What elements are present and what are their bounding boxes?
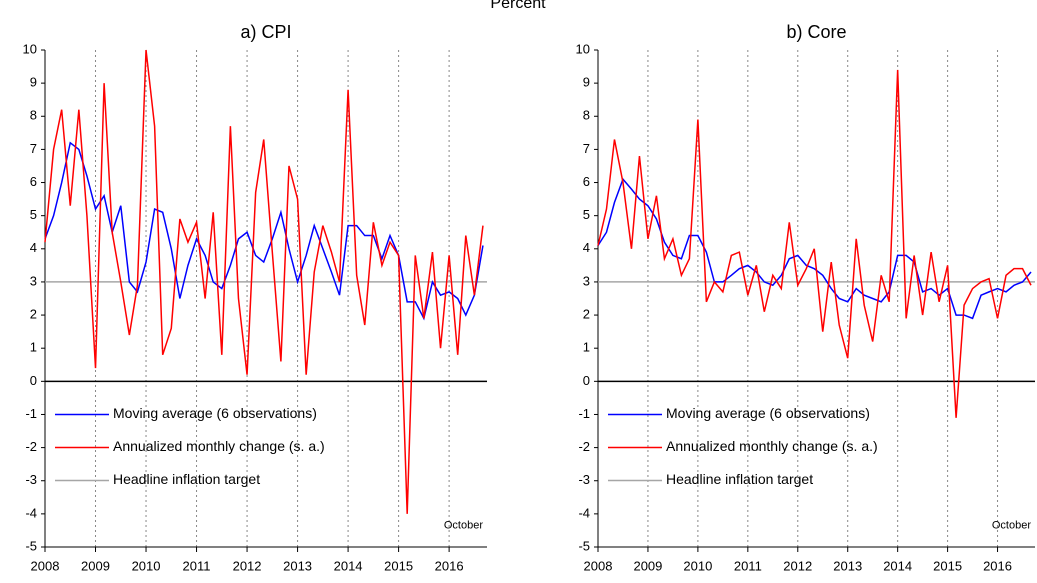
figure-title: Percent [490, 0, 546, 12]
y-tick-label: 10 [23, 41, 37, 56]
x-tick-label: 2013 [283, 558, 312, 573]
legend-label: Moving average (6 observations) [113, 405, 317, 421]
y-tick-label: 4 [583, 240, 590, 255]
x-tick-label: 2011 [734, 558, 762, 573]
y-tick-label: -3 [578, 472, 590, 487]
annotation: October [444, 519, 483, 531]
chart-title: b) Core [786, 22, 846, 42]
series-line [44, 49, 484, 514]
x-tick-label: 2011 [183, 558, 211, 573]
y-tick-label: 5 [583, 207, 590, 222]
y-tick-label: 8 [583, 108, 590, 123]
legend-label: Headline inflation target [113, 471, 260, 487]
y-tick-label: 4 [30, 240, 37, 255]
series-line [597, 177, 1032, 320]
x-tick-label: 2012 [233, 558, 262, 573]
y-tick-label: 3 [583, 273, 590, 288]
y-tick-label: 6 [583, 174, 590, 189]
y-tick-label: 1 [583, 340, 590, 355]
legend-label: Moving average (6 observations) [666, 405, 870, 421]
y-tick-label: 7 [583, 141, 590, 156]
x-tick-label: 2014 [883, 558, 912, 573]
series-line [597, 69, 1032, 418]
legend-label: Headline inflation target [666, 471, 813, 487]
x-tick-label: 2016 [983, 558, 1012, 573]
y-tick-label: 7 [30, 141, 37, 156]
y-tick-label: 10 [576, 41, 590, 56]
annotation: October [992, 519, 1031, 531]
y-tick-label: -4 [25, 505, 37, 520]
x-tick-label: 2015 [384, 558, 413, 573]
y-tick-label: -2 [25, 439, 37, 454]
x-tick-label: 2009 [633, 558, 662, 573]
x-tick-label: 2010 [683, 558, 712, 573]
x-tick-label: 2013 [833, 558, 862, 573]
x-tick-label: 2009 [81, 558, 110, 573]
x-tick-label: 2010 [132, 558, 161, 573]
y-tick-label: 2 [30, 307, 37, 322]
y-tick-label: 0 [583, 373, 590, 388]
y-tick-label: 9 [583, 75, 590, 90]
y-tick-label: -5 [25, 538, 37, 553]
y-tick-label: 6 [30, 174, 37, 189]
legend-label: Annualized monthly change (s. a.) [113, 438, 325, 454]
x-tick-label: 2015 [933, 558, 962, 573]
y-tick-label: 3 [30, 273, 37, 288]
y-tick-label: -3 [25, 472, 37, 487]
y-tick-label: 2 [583, 307, 590, 322]
y-tick-label: -2 [578, 439, 590, 454]
y-tick-label: -1 [578, 406, 590, 421]
y-tick-label: 1 [30, 340, 37, 355]
x-tick-label: 2016 [435, 558, 464, 573]
y-tick-label: -5 [578, 538, 590, 553]
x-tick-label: 2008 [584, 558, 613, 573]
x-tick-label: 2008 [31, 558, 60, 573]
y-tick-label: 8 [30, 108, 37, 123]
y-tick-label: -4 [578, 505, 590, 520]
x-tick-label: 2014 [334, 558, 363, 573]
y-tick-label: 5 [30, 207, 37, 222]
series-line [44, 141, 484, 321]
y-tick-label: 9 [30, 75, 37, 90]
chart-title: a) CPI [240, 22, 291, 42]
x-tick-label: 2012 [783, 558, 812, 573]
legend-label: Annualized monthly change (s. a.) [666, 438, 878, 454]
y-tick-label: -1 [25, 406, 37, 421]
y-tick-label: 0 [30, 373, 37, 388]
